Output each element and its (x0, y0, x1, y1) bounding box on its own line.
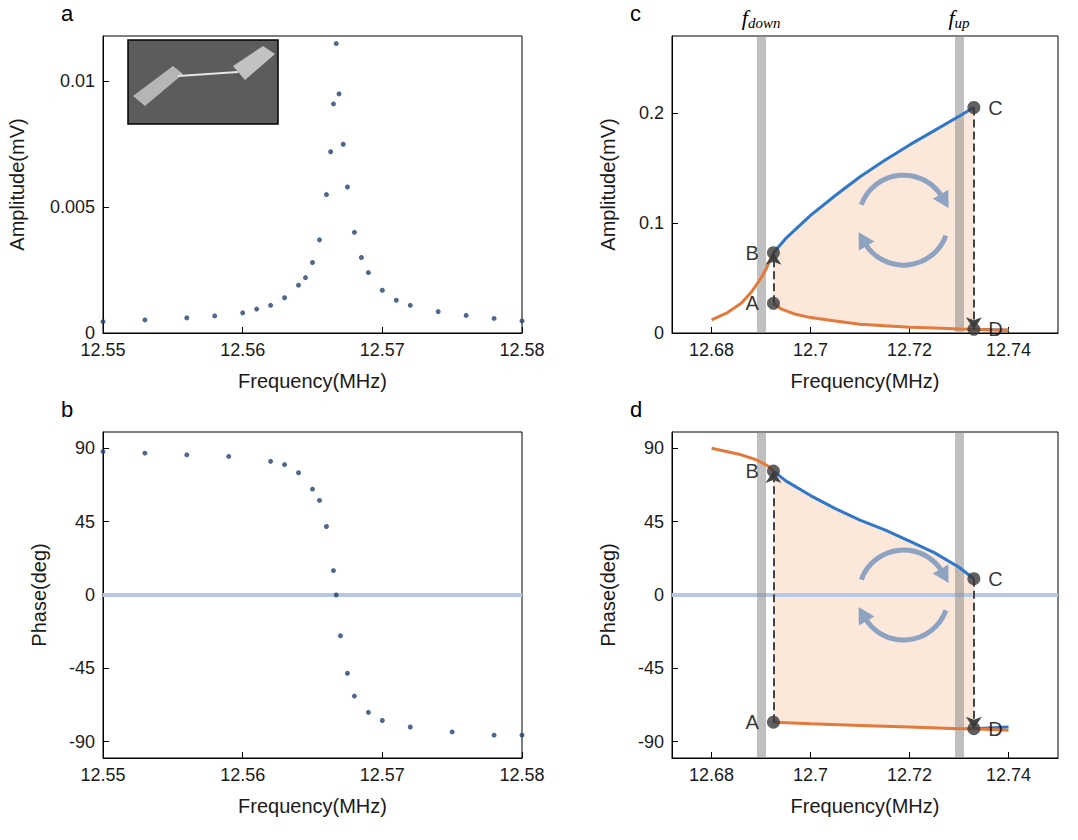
svg-text:up: up (955, 15, 971, 31)
svg-text:-45: -45 (638, 658, 664, 678)
svg-text:-90: -90 (69, 732, 95, 752)
svg-text:12.72: 12.72 (887, 340, 932, 360)
svg-text:90: 90 (644, 438, 664, 458)
svg-text:B: B (746, 460, 759, 482)
svg-text:12.58: 12.58 (499, 765, 544, 785)
svg-text:12.7: 12.7 (793, 765, 828, 785)
svg-text:Frequency(MHz): Frequency(MHz) (238, 370, 387, 392)
svg-text:d: d (630, 397, 642, 422)
svg-text:45: 45 (75, 512, 95, 532)
svg-text:f: f (741, 5, 748, 30)
svg-text:12.55: 12.55 (80, 765, 125, 785)
svg-text:Amplitude(mV): Amplitude(mV) (597, 118, 619, 250)
svg-text:12.74: 12.74 (986, 765, 1031, 785)
svg-text:C: C (988, 568, 1002, 590)
svg-text:12.58: 12.58 (499, 340, 544, 360)
svg-text:Frequency(MHz): Frequency(MHz) (238, 795, 387, 817)
svg-text:0.01: 0.01 (60, 71, 95, 91)
svg-text:12.57: 12.57 (360, 765, 405, 785)
svg-text:b: b (61, 397, 73, 422)
svg-text:Phase(deg): Phase(deg) (28, 543, 50, 646)
svg-text:0.005: 0.005 (50, 197, 95, 217)
svg-text:Frequency(MHz): Frequency(MHz) (791, 370, 940, 392)
svg-text:12.68: 12.68 (689, 765, 734, 785)
svg-text:12.68: 12.68 (689, 340, 734, 360)
svg-text:f: f (948, 5, 955, 30)
svg-text:0.2: 0.2 (639, 103, 664, 123)
svg-text:0: 0 (85, 323, 95, 343)
svg-text:90: 90 (75, 438, 95, 458)
svg-text:0: 0 (654, 585, 664, 605)
svg-text:down: down (748, 15, 781, 31)
svg-text:12.55: 12.55 (80, 340, 125, 360)
svg-text:A: A (746, 292, 760, 314)
svg-text:12.57: 12.57 (360, 340, 405, 360)
svg-text:12.72: 12.72 (887, 765, 932, 785)
svg-text:0: 0 (654, 323, 664, 343)
svg-text:D: D (988, 318, 1002, 340)
svg-text:A: A (746, 711, 760, 733)
svg-text:D: D (988, 718, 1002, 740)
svg-text:45: 45 (644, 512, 664, 532)
svg-text:0: 0 (85, 585, 95, 605)
svg-text:a: a (61, 1, 74, 26)
svg-text:12.74: 12.74 (986, 340, 1031, 360)
svg-text:12.56: 12.56 (220, 340, 265, 360)
svg-text:0.1: 0.1 (639, 213, 664, 233)
svg-text:-90: -90 (638, 732, 664, 752)
svg-text:12.56: 12.56 (220, 765, 265, 785)
svg-text:-45: -45 (69, 658, 95, 678)
svg-text:Amplitude(mV): Amplitude(mV) (6, 118, 28, 250)
svg-text:12.7: 12.7 (793, 340, 828, 360)
svg-text:Phase(deg): Phase(deg) (597, 543, 619, 646)
svg-text:Frequency(MHz): Frequency(MHz) (791, 795, 940, 817)
svg-text:C: C (988, 97, 1002, 119)
svg-text:c: c (630, 1, 641, 26)
svg-text:B: B (746, 242, 759, 264)
